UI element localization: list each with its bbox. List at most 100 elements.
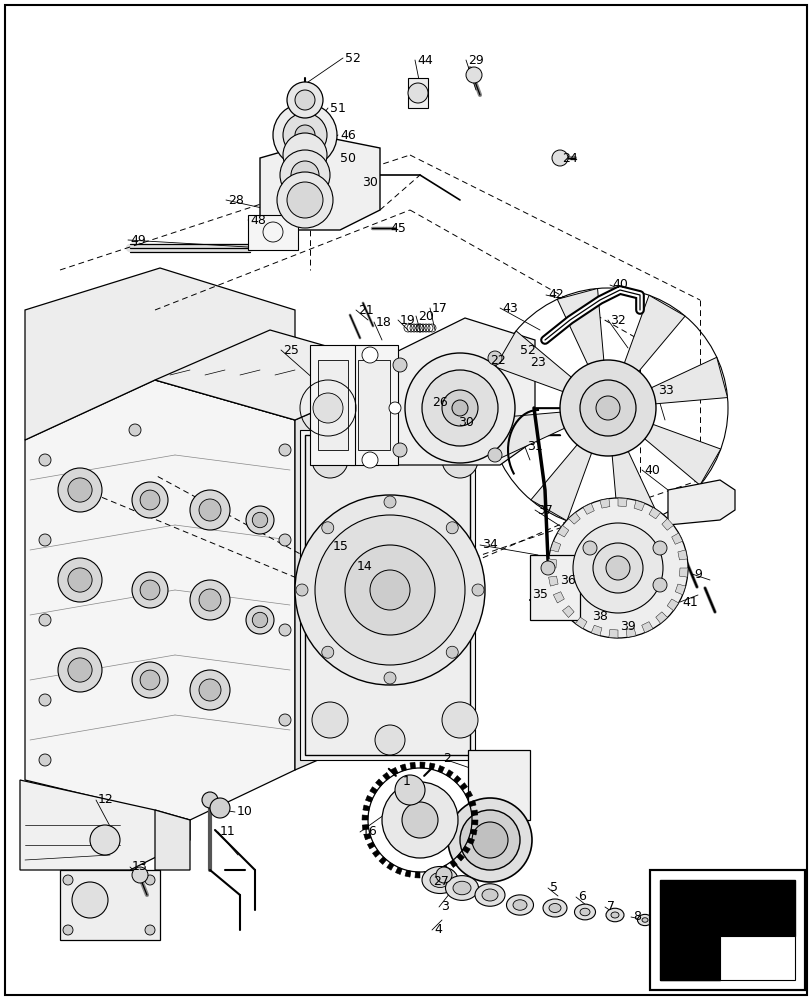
Circle shape xyxy=(58,468,102,512)
Circle shape xyxy=(279,714,290,726)
Text: 5: 5 xyxy=(549,881,557,894)
Polygon shape xyxy=(547,559,556,568)
Circle shape xyxy=(362,452,378,468)
Circle shape xyxy=(579,380,635,436)
Polygon shape xyxy=(495,331,570,392)
Text: 49: 49 xyxy=(130,233,145,246)
Polygon shape xyxy=(410,762,415,769)
Polygon shape xyxy=(363,805,369,811)
Ellipse shape xyxy=(453,881,470,895)
Polygon shape xyxy=(453,776,461,783)
Polygon shape xyxy=(424,871,430,878)
Circle shape xyxy=(393,443,406,457)
Circle shape xyxy=(582,541,596,555)
Polygon shape xyxy=(530,555,579,620)
Polygon shape xyxy=(391,767,397,775)
Text: 52: 52 xyxy=(345,52,360,65)
Polygon shape xyxy=(556,288,603,364)
Circle shape xyxy=(448,798,531,882)
Circle shape xyxy=(460,810,519,870)
Text: 19: 19 xyxy=(400,314,415,326)
Circle shape xyxy=(422,370,497,446)
Circle shape xyxy=(315,515,465,665)
Circle shape xyxy=(39,454,51,466)
Circle shape xyxy=(145,925,155,935)
Text: 26: 26 xyxy=(431,395,447,408)
Circle shape xyxy=(294,125,315,145)
Text: 9: 9 xyxy=(693,568,701,580)
Circle shape xyxy=(58,648,102,692)
Polygon shape xyxy=(471,820,478,825)
Text: 27: 27 xyxy=(432,876,448,888)
Circle shape xyxy=(63,925,73,935)
Polygon shape xyxy=(641,622,652,633)
Circle shape xyxy=(311,442,348,478)
Polygon shape xyxy=(389,318,534,465)
Ellipse shape xyxy=(506,895,533,915)
Circle shape xyxy=(441,702,478,738)
Circle shape xyxy=(283,133,327,177)
Circle shape xyxy=(652,578,666,592)
Circle shape xyxy=(279,534,290,546)
Polygon shape xyxy=(675,584,684,595)
Polygon shape xyxy=(556,525,569,537)
Circle shape xyxy=(560,360,655,456)
Polygon shape xyxy=(445,770,453,777)
Polygon shape xyxy=(382,772,390,780)
Circle shape xyxy=(652,541,666,555)
Circle shape xyxy=(345,545,435,635)
Text: 24: 24 xyxy=(561,152,577,165)
Polygon shape xyxy=(305,435,470,755)
Circle shape xyxy=(39,614,51,626)
Text: 33: 33 xyxy=(657,383,673,396)
Text: 35: 35 xyxy=(531,588,547,601)
Text: 50: 50 xyxy=(340,152,355,165)
Circle shape xyxy=(290,161,319,189)
Text: 42: 42 xyxy=(547,288,563,302)
Polygon shape xyxy=(260,138,380,230)
Polygon shape xyxy=(470,829,477,835)
Circle shape xyxy=(210,798,230,818)
Circle shape xyxy=(279,444,290,456)
Circle shape xyxy=(370,570,410,610)
Polygon shape xyxy=(459,783,467,790)
Circle shape xyxy=(592,543,642,593)
Bar xyxy=(649,870,804,990)
Text: 4: 4 xyxy=(433,923,441,936)
Circle shape xyxy=(190,580,230,620)
Circle shape xyxy=(294,90,315,110)
Circle shape xyxy=(452,400,467,416)
Circle shape xyxy=(446,646,457,658)
Circle shape xyxy=(487,448,501,462)
Polygon shape xyxy=(575,617,586,629)
Text: 40: 40 xyxy=(643,464,659,477)
Circle shape xyxy=(384,496,396,508)
Polygon shape xyxy=(405,870,410,877)
Polygon shape xyxy=(367,842,375,849)
Text: 17: 17 xyxy=(431,302,448,314)
Circle shape xyxy=(375,725,405,755)
Ellipse shape xyxy=(548,903,560,912)
Circle shape xyxy=(132,572,168,608)
Circle shape xyxy=(246,606,273,634)
Circle shape xyxy=(321,646,333,658)
Polygon shape xyxy=(659,880,794,980)
Text: 16: 16 xyxy=(362,825,377,838)
Polygon shape xyxy=(624,295,684,371)
Polygon shape xyxy=(362,825,368,830)
Polygon shape xyxy=(608,629,617,638)
Ellipse shape xyxy=(474,884,504,906)
Circle shape xyxy=(551,150,568,166)
Text: 36: 36 xyxy=(560,574,575,586)
Text: 40: 40 xyxy=(611,278,627,292)
Circle shape xyxy=(547,498,687,638)
Circle shape xyxy=(140,670,160,690)
Polygon shape xyxy=(679,568,687,577)
Polygon shape xyxy=(441,865,448,873)
Polygon shape xyxy=(462,846,470,853)
Polygon shape xyxy=(400,764,406,771)
Polygon shape xyxy=(677,550,687,560)
Text: 7: 7 xyxy=(607,900,614,913)
Text: 31: 31 xyxy=(526,440,542,454)
Polygon shape xyxy=(414,872,419,878)
